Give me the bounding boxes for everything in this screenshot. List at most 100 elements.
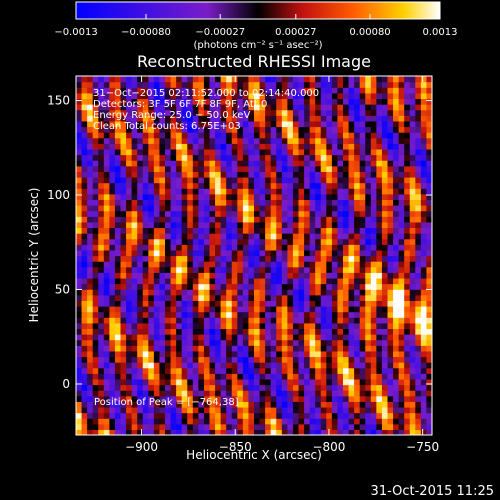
heatmap-cell [237,384,244,391]
heatmap-cell [248,294,255,301]
heatmap-cell [170,193,177,201]
heatmap-cell [131,356,138,363]
heatmap-cell [370,137,377,144]
heatmap-cell [309,76,316,83]
heatmap-cell [365,176,372,184]
heatmap-cell [109,367,116,374]
heatmap-cell [409,412,416,419]
heatmap-cell [398,109,405,116]
heatmap-cell [231,120,238,128]
heatmap-cell [420,221,428,229]
heatmap-cell [337,401,344,408]
heatmap-cell [292,176,300,184]
heatmap-cell [103,238,110,245]
colorbar-tick-label: 0.00027 [275,27,316,38]
heatmap-cell [231,98,238,105]
heatmap-cell [398,171,405,178]
heatmap-cell [165,148,172,156]
heatmap-cell [153,266,161,273]
heatmap-cell [220,120,227,128]
heatmap-cell [153,132,161,139]
heatmap-cell [242,373,250,380]
heatmap-cell [198,210,205,217]
heatmap-cell [109,233,116,240]
heatmap-cell [404,362,411,369]
heatmap-cell [126,401,133,408]
heatmap-cell [242,255,250,262]
heatmap-cell [242,266,250,273]
heatmap-cell [281,76,288,83]
heatmap-cell [281,109,288,116]
heatmap-cell [376,356,383,363]
heatmap-cell [231,390,238,397]
heatmap-cell [198,334,205,341]
heatmap-cell [198,362,205,369]
heatmap-cell [398,367,405,374]
heatmap-cell [131,266,138,273]
heatmap-cell [192,126,199,133]
heatmap-cell [359,238,366,245]
heatmap-cell [159,227,166,234]
heatmap-cell [76,418,83,425]
heatmap-cell [304,137,311,144]
heatmap-cell [420,76,428,83]
heatmap-cell [426,266,432,273]
heatmap-cell [270,356,277,363]
heatmap-cell [354,199,361,206]
heatmap-cell [187,98,194,105]
heatmap-cell [265,283,272,290]
heatmap-cell [409,154,416,161]
heatmap-cell [103,249,110,257]
heatmap-cell [292,160,300,167]
heatmap-cell [420,87,428,94]
heatmap-cell [309,356,316,363]
heatmap-cell [404,339,411,346]
heatmap-cell [126,350,133,358]
heatmap-cell [81,311,88,318]
heatmap-cell [120,328,127,335]
heatmap-cell [142,132,149,139]
heatmap-cell [409,171,416,178]
heatmap-cell [259,406,266,414]
heatmap-cell [426,367,432,374]
heatmap-cell [220,132,227,139]
heatmap-cell [192,289,199,296]
colorbar-tick-label: 0.00080 [349,27,390,38]
heatmap-cell [231,322,238,330]
heatmap-cell [398,283,405,290]
heatmap-cell [87,92,94,100]
heatmap-cell [142,356,149,363]
heatmap-cell [265,205,272,212]
heatmap-cell [120,193,127,201]
heatmap-cell [354,126,361,133]
heatmap-cell [76,367,83,374]
heatmap-cell [387,148,394,156]
heatmap-cell [298,367,305,374]
heatmap-cell [187,300,194,307]
heatmap-cell [365,418,372,425]
heatmap-cell [420,418,428,425]
heatmap-cell [231,255,238,262]
heatmap-cell [237,137,244,144]
heatmap-cell [81,81,88,88]
heatmap-cell [120,104,127,111]
heatmap-cell [87,104,94,111]
heatmap-cell [304,193,311,201]
heatmap-cell [426,210,432,217]
heatmap-cell [120,92,127,100]
heatmap-cell [370,334,377,341]
heatmap-cell [298,76,305,83]
heatmap-cell [98,261,105,268]
heatmap-cell [381,317,389,324]
heatmap-cell [198,104,205,111]
heatmap-cell [359,283,366,290]
heatmap-cell [337,255,344,262]
heatmap-cell [215,300,222,307]
heatmap-cell [409,148,416,156]
heatmap-cell [231,109,238,116]
heatmap-cell [192,350,199,358]
heatmap-cell [153,255,161,262]
heatmap-cell [309,395,316,402]
heatmap-cell [120,390,127,397]
heatmap-cell [165,87,172,94]
